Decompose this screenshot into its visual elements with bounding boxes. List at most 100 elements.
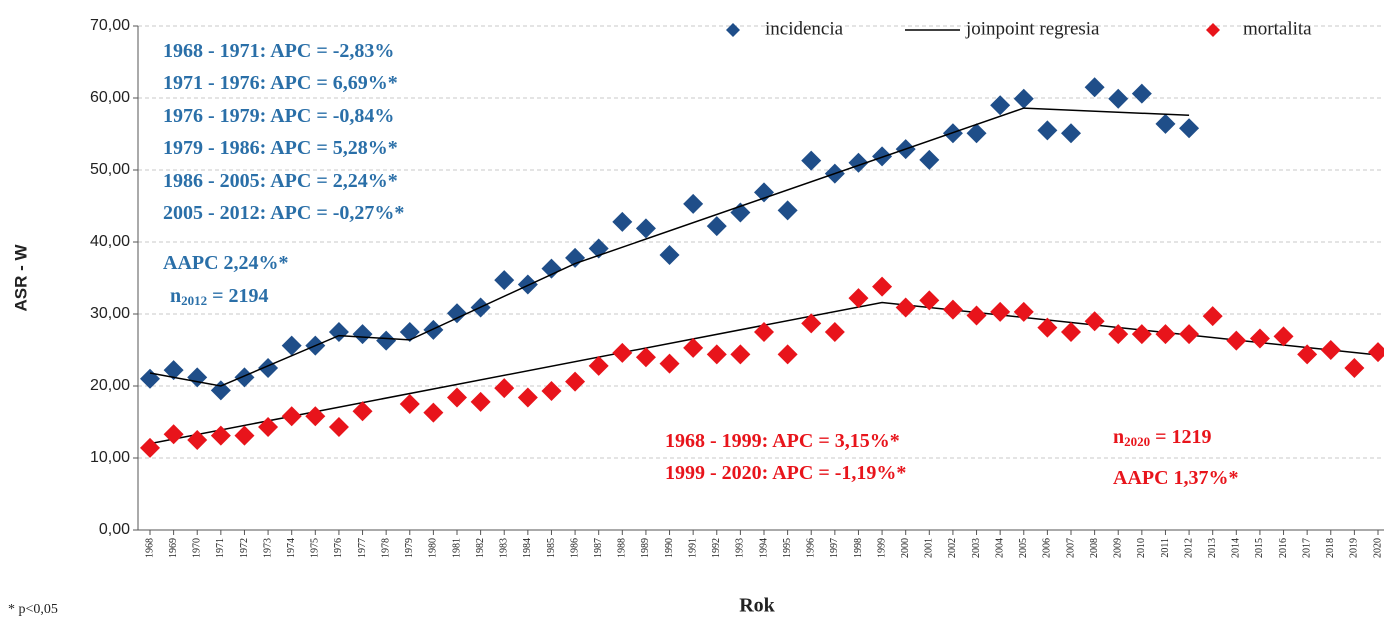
data-point xyxy=(1179,324,1200,345)
data-point xyxy=(447,303,467,324)
x-tick-label: 1976 xyxy=(333,538,344,558)
x-tick-label: 2000 xyxy=(900,538,911,558)
data-point xyxy=(801,150,822,171)
y-tick-label: 40,00 xyxy=(90,233,130,250)
data-point xyxy=(1013,88,1034,109)
data-point xyxy=(210,425,231,446)
annotation: 2005 - 2012: APC = -0,27%* xyxy=(163,202,404,224)
x-tick-label: 1986 xyxy=(569,538,580,558)
data-point xyxy=(352,324,373,345)
annotation-text: n xyxy=(170,285,181,307)
data-point xyxy=(730,202,751,223)
x-tick-label: 2019 xyxy=(1349,538,1360,558)
annotation: AAPC 1,37%* xyxy=(1113,467,1239,489)
data-point xyxy=(1249,328,1270,349)
x-tick-label: 2002 xyxy=(947,538,958,558)
data-point xyxy=(848,288,869,309)
x-tick-label: 2011 xyxy=(1160,538,1171,558)
annotation: 1979 - 1986: APC = 5,28%* xyxy=(163,137,398,159)
data-point xyxy=(635,218,656,239)
data-point xyxy=(612,211,633,232)
x-tick-label: 2012 xyxy=(1183,538,1194,558)
annotation-text: 1968 - 1999: APC = 3,15%* xyxy=(665,430,900,452)
x-tick-label: 1994 xyxy=(758,538,769,558)
data-point xyxy=(659,244,680,265)
trend-line xyxy=(149,107,1379,445)
annotation-text: 2005 - 2012: APC = -0,27%* xyxy=(163,202,404,224)
data-point xyxy=(1155,324,1176,345)
data-point xyxy=(1131,324,1152,345)
x-tick-label: 1979 xyxy=(404,538,415,558)
data-point xyxy=(140,437,160,458)
x-tick-label: 2016 xyxy=(1278,538,1289,558)
data-point xyxy=(1061,123,1081,144)
x-tick-label: 1970 xyxy=(192,538,203,558)
data-point xyxy=(1344,358,1365,378)
data-point xyxy=(1202,306,1223,327)
x-tick-label: 1988 xyxy=(617,538,628,558)
annotation-text: 1986 - 2005: APC = 2,24%* xyxy=(163,170,398,192)
legend-label: incidencia xyxy=(765,18,844,39)
annotation: 1986 - 2005: APC = 2,24%* xyxy=(163,170,398,192)
x-tick-label: 1990 xyxy=(664,538,675,558)
annotation-text: AAPC 2,24%* xyxy=(163,252,289,274)
annotation-subscript: 2012 xyxy=(181,293,207,308)
legend-label: joinpoint regresia xyxy=(965,18,1100,39)
data-point xyxy=(305,406,326,427)
legend-label: mortalita xyxy=(1243,18,1312,39)
x-tick-label: 1987 xyxy=(593,538,604,558)
annotation-subscript: 2020 xyxy=(1124,434,1150,449)
data-point xyxy=(541,258,562,279)
data-point xyxy=(919,290,940,311)
x-tick-label: 1974 xyxy=(286,538,297,558)
data-point xyxy=(754,182,774,203)
data-point xyxy=(919,149,940,170)
x-tick-label: 1989 xyxy=(640,538,651,558)
annotation-text: 1979 - 1986: APC = 5,28%* xyxy=(163,137,398,159)
annotation: 1968 - 1971: APC = -2,83% xyxy=(163,40,394,62)
annotation: n2020 = 1219 xyxy=(1113,426,1212,449)
data-point xyxy=(352,401,373,422)
data-point xyxy=(258,417,279,438)
x-tick-label: 2001 xyxy=(924,538,935,558)
x-tick-label: 1977 xyxy=(357,538,368,558)
data-point xyxy=(706,216,727,237)
data-point xyxy=(187,430,208,450)
x-tick-label: 1968 xyxy=(144,538,155,558)
x-tick-label: 1985 xyxy=(546,538,557,558)
data-point xyxy=(163,424,184,445)
y-tick-label: 0,00 xyxy=(99,521,130,538)
annotation: AAPC 2,24%* xyxy=(163,252,289,274)
x-tick-label: 2010 xyxy=(1136,538,1147,558)
x-tick-label: 2009 xyxy=(1113,538,1124,558)
annotation: 1971 - 1976: APC = 6,69%* xyxy=(163,72,398,94)
data-point xyxy=(1368,342,1384,363)
data-point xyxy=(966,305,987,326)
data-point xyxy=(990,95,1011,116)
annotation: 1976 - 1979: APC = -0,84% xyxy=(163,105,394,127)
x-tick-label: 1997 xyxy=(829,538,840,558)
data-point xyxy=(517,274,538,295)
data-point xyxy=(872,276,893,297)
data-point xyxy=(399,394,420,414)
data-point xyxy=(1226,330,1247,351)
data-point xyxy=(376,330,397,351)
data-point xyxy=(1273,326,1294,347)
data-point xyxy=(706,344,727,365)
data-point xyxy=(1084,311,1105,332)
data-point xyxy=(588,355,609,376)
x-tick-label: 1969 xyxy=(168,538,179,558)
x-tick-label: 1973 xyxy=(262,538,273,558)
x-tick-label: 1996 xyxy=(806,538,817,558)
data-point xyxy=(895,297,916,318)
data-point xyxy=(163,360,184,381)
data-point xyxy=(565,247,586,268)
legend-marker xyxy=(1206,23,1220,37)
data-point xyxy=(281,406,302,427)
annotation-text: n xyxy=(1113,426,1124,448)
annotation-text: 1971 - 1976: APC = 6,69%* xyxy=(163,72,398,94)
data-point xyxy=(1037,317,1058,338)
x-tick-label: 2008 xyxy=(1089,538,1100,558)
data-point xyxy=(659,353,680,374)
data-point xyxy=(635,347,656,368)
